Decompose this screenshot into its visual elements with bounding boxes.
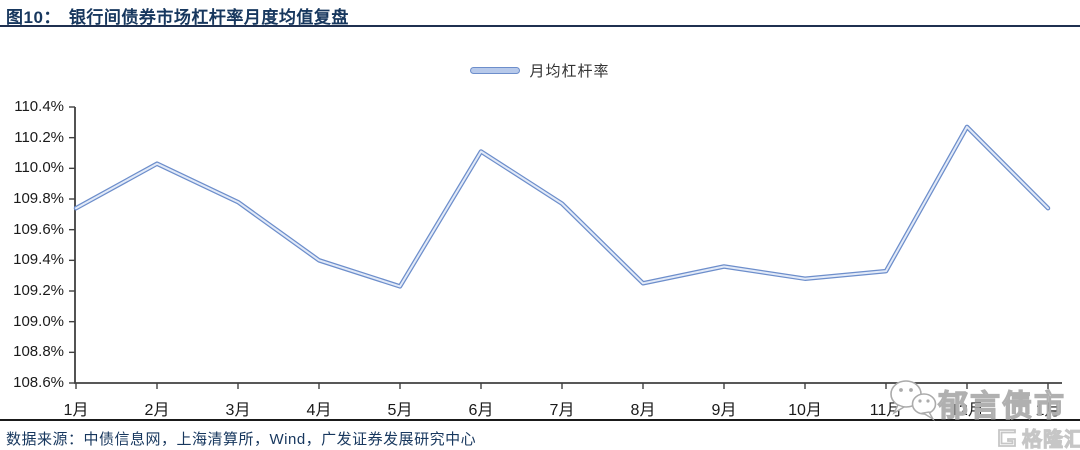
x-axis-tick-label: 8月 bbox=[630, 402, 656, 419]
x-axis-tick-label: 11月 bbox=[869, 402, 903, 419]
x-axis-tick-label: 4月 bbox=[306, 402, 332, 419]
data-source-note: 数据来源：中债信息网，上海清算所，Wind，广发证券发展研究中心 bbox=[6, 431, 477, 448]
chart-legend: 月均杠杆率 bbox=[0, 60, 1080, 81]
x-axis-tick-label: 1月 bbox=[1035, 402, 1061, 419]
x-axis-tick-label: 6月 bbox=[468, 402, 494, 419]
y-axis-tick-label: 109.0% bbox=[13, 312, 64, 330]
legend-line-swatch bbox=[470, 67, 521, 74]
x-axis-tick-label: 5月 bbox=[387, 402, 413, 419]
title-divider bbox=[0, 25, 1080, 27]
figure-number: 图10： bbox=[6, 8, 61, 27]
x-axis-tick-label: 2月 bbox=[144, 402, 170, 419]
y-axis-tick-label: 109.4% bbox=[13, 251, 64, 269]
y-axis-tick-label: 110.0% bbox=[14, 159, 64, 177]
x-axis-tick-label: 12月 bbox=[950, 402, 984, 419]
y-axis-tick-label: 110.4% bbox=[14, 98, 64, 115]
y-axis-tick-label: 109.2% bbox=[13, 282, 64, 299]
watermark-wechat-name: 郁言债市 bbox=[937, 389, 1066, 423]
wechat-icon bbox=[890, 380, 937, 421]
y-axis-tick-label: 108.8% bbox=[13, 343, 64, 361]
y-axis-tick-label: 110.2% bbox=[14, 128, 64, 146]
footer-divider bbox=[0, 419, 1080, 421]
y-axis-tick-label: 108.6% bbox=[13, 374, 64, 391]
x-axis-tick-label: 10月 bbox=[788, 402, 822, 419]
x-axis-tick-label: 7月 bbox=[549, 402, 575, 419]
x-axis-tick-label: 3月 bbox=[225, 402, 251, 419]
g-bracket-icon bbox=[998, 428, 1016, 447]
figure-title: 图10： 银行间债券市场杠杆率月度均值复盘 bbox=[6, 3, 349, 28]
gelonghui-logo: 格隆汇 bbox=[996, 423, 1080, 450]
x-axis-tick-label: 1月 bbox=[63, 402, 89, 419]
gelonghui-logo-text: 格隆汇 bbox=[1022, 429, 1080, 450]
legend-label: 月均杠杆率 bbox=[529, 63, 610, 80]
figure-title-text: 银行间债券市场杠杆率月度均值复盘 bbox=[68, 8, 349, 27]
y-axis-tick-label: 109.6% bbox=[13, 220, 64, 238]
y-axis-tick-label: 109.8% bbox=[13, 190, 64, 207]
x-axis-tick-label: 9月 bbox=[711, 402, 737, 419]
